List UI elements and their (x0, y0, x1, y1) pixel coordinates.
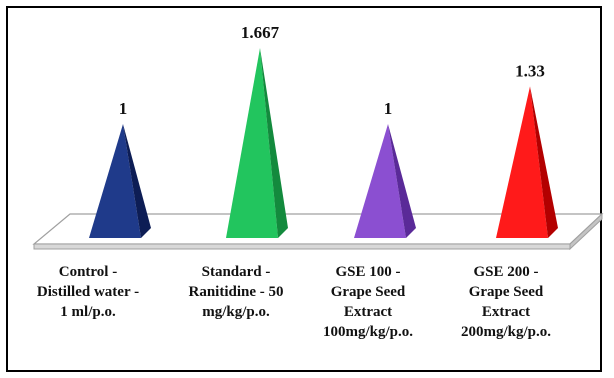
category-label-line: Extract (344, 304, 392, 320)
pyramid-face-side (123, 124, 151, 238)
category-label-line: 200mg/kg/p.o. (461, 324, 551, 340)
category-labels: Control - Distilled water - 1 ml/p.o. Stand… (37, 264, 551, 340)
data-label: 1.33 (515, 61, 545, 80)
data-label: 1 (119, 99, 128, 118)
category-label-line: Distilled water - (37, 284, 139, 300)
pyramid-face-side (530, 86, 558, 239)
pyramid-bar (89, 124, 151, 238)
pyramid-bar (226, 48, 288, 238)
category-label-line: Extract (482, 304, 530, 320)
category-label: Standard - Ranitidine - 50 mg/kg/p.o. (188, 264, 283, 320)
category-label-line: Grape Seed (469, 284, 544, 300)
category-label: GSE 100 - Grape Seed Extract 100mg/kg/p.o. (323, 264, 413, 340)
category-label-line: 100mg/kg/p.o. (323, 324, 413, 340)
category-label-line: mg/kg/p.o. (202, 304, 270, 320)
category-label-line: Control - (59, 264, 117, 280)
pyramid-face-front (496, 86, 548, 239)
chart-marks: 1 1.667 1 1.33 (89, 23, 558, 239)
floor-edge (33, 243, 571, 250)
pyramid-face-front (226, 48, 278, 238)
chart-floor (32, 212, 604, 251)
pyramid-face-front (89, 124, 141, 238)
category-label-line: Ranitidine - 50 (188, 284, 283, 300)
floor-side (569, 212, 603, 251)
category-label: GSE 200 - Grape Seed Extract 200mg/kg/p.o. (461, 264, 551, 340)
category-label-line: 1 ml/p.o. (60, 304, 116, 320)
pyramid-face-front (354, 124, 406, 238)
category-label-line: Standard - (202, 264, 271, 280)
category-label-line: Grape Seed (331, 284, 406, 300)
data-label: 1 (384, 99, 393, 118)
category-label-line: GSE 100 - (335, 264, 400, 280)
category-label: Control - Distilled water - 1 ml/p.o. (37, 264, 139, 320)
pyramid-face-side (388, 124, 416, 238)
pyramid-face-side (260, 48, 288, 238)
category-label-line: GSE 200 - (473, 264, 538, 280)
pyramid-bar (354, 124, 416, 238)
pyramid-bar (496, 86, 558, 239)
data-label: 1.667 (241, 23, 280, 42)
